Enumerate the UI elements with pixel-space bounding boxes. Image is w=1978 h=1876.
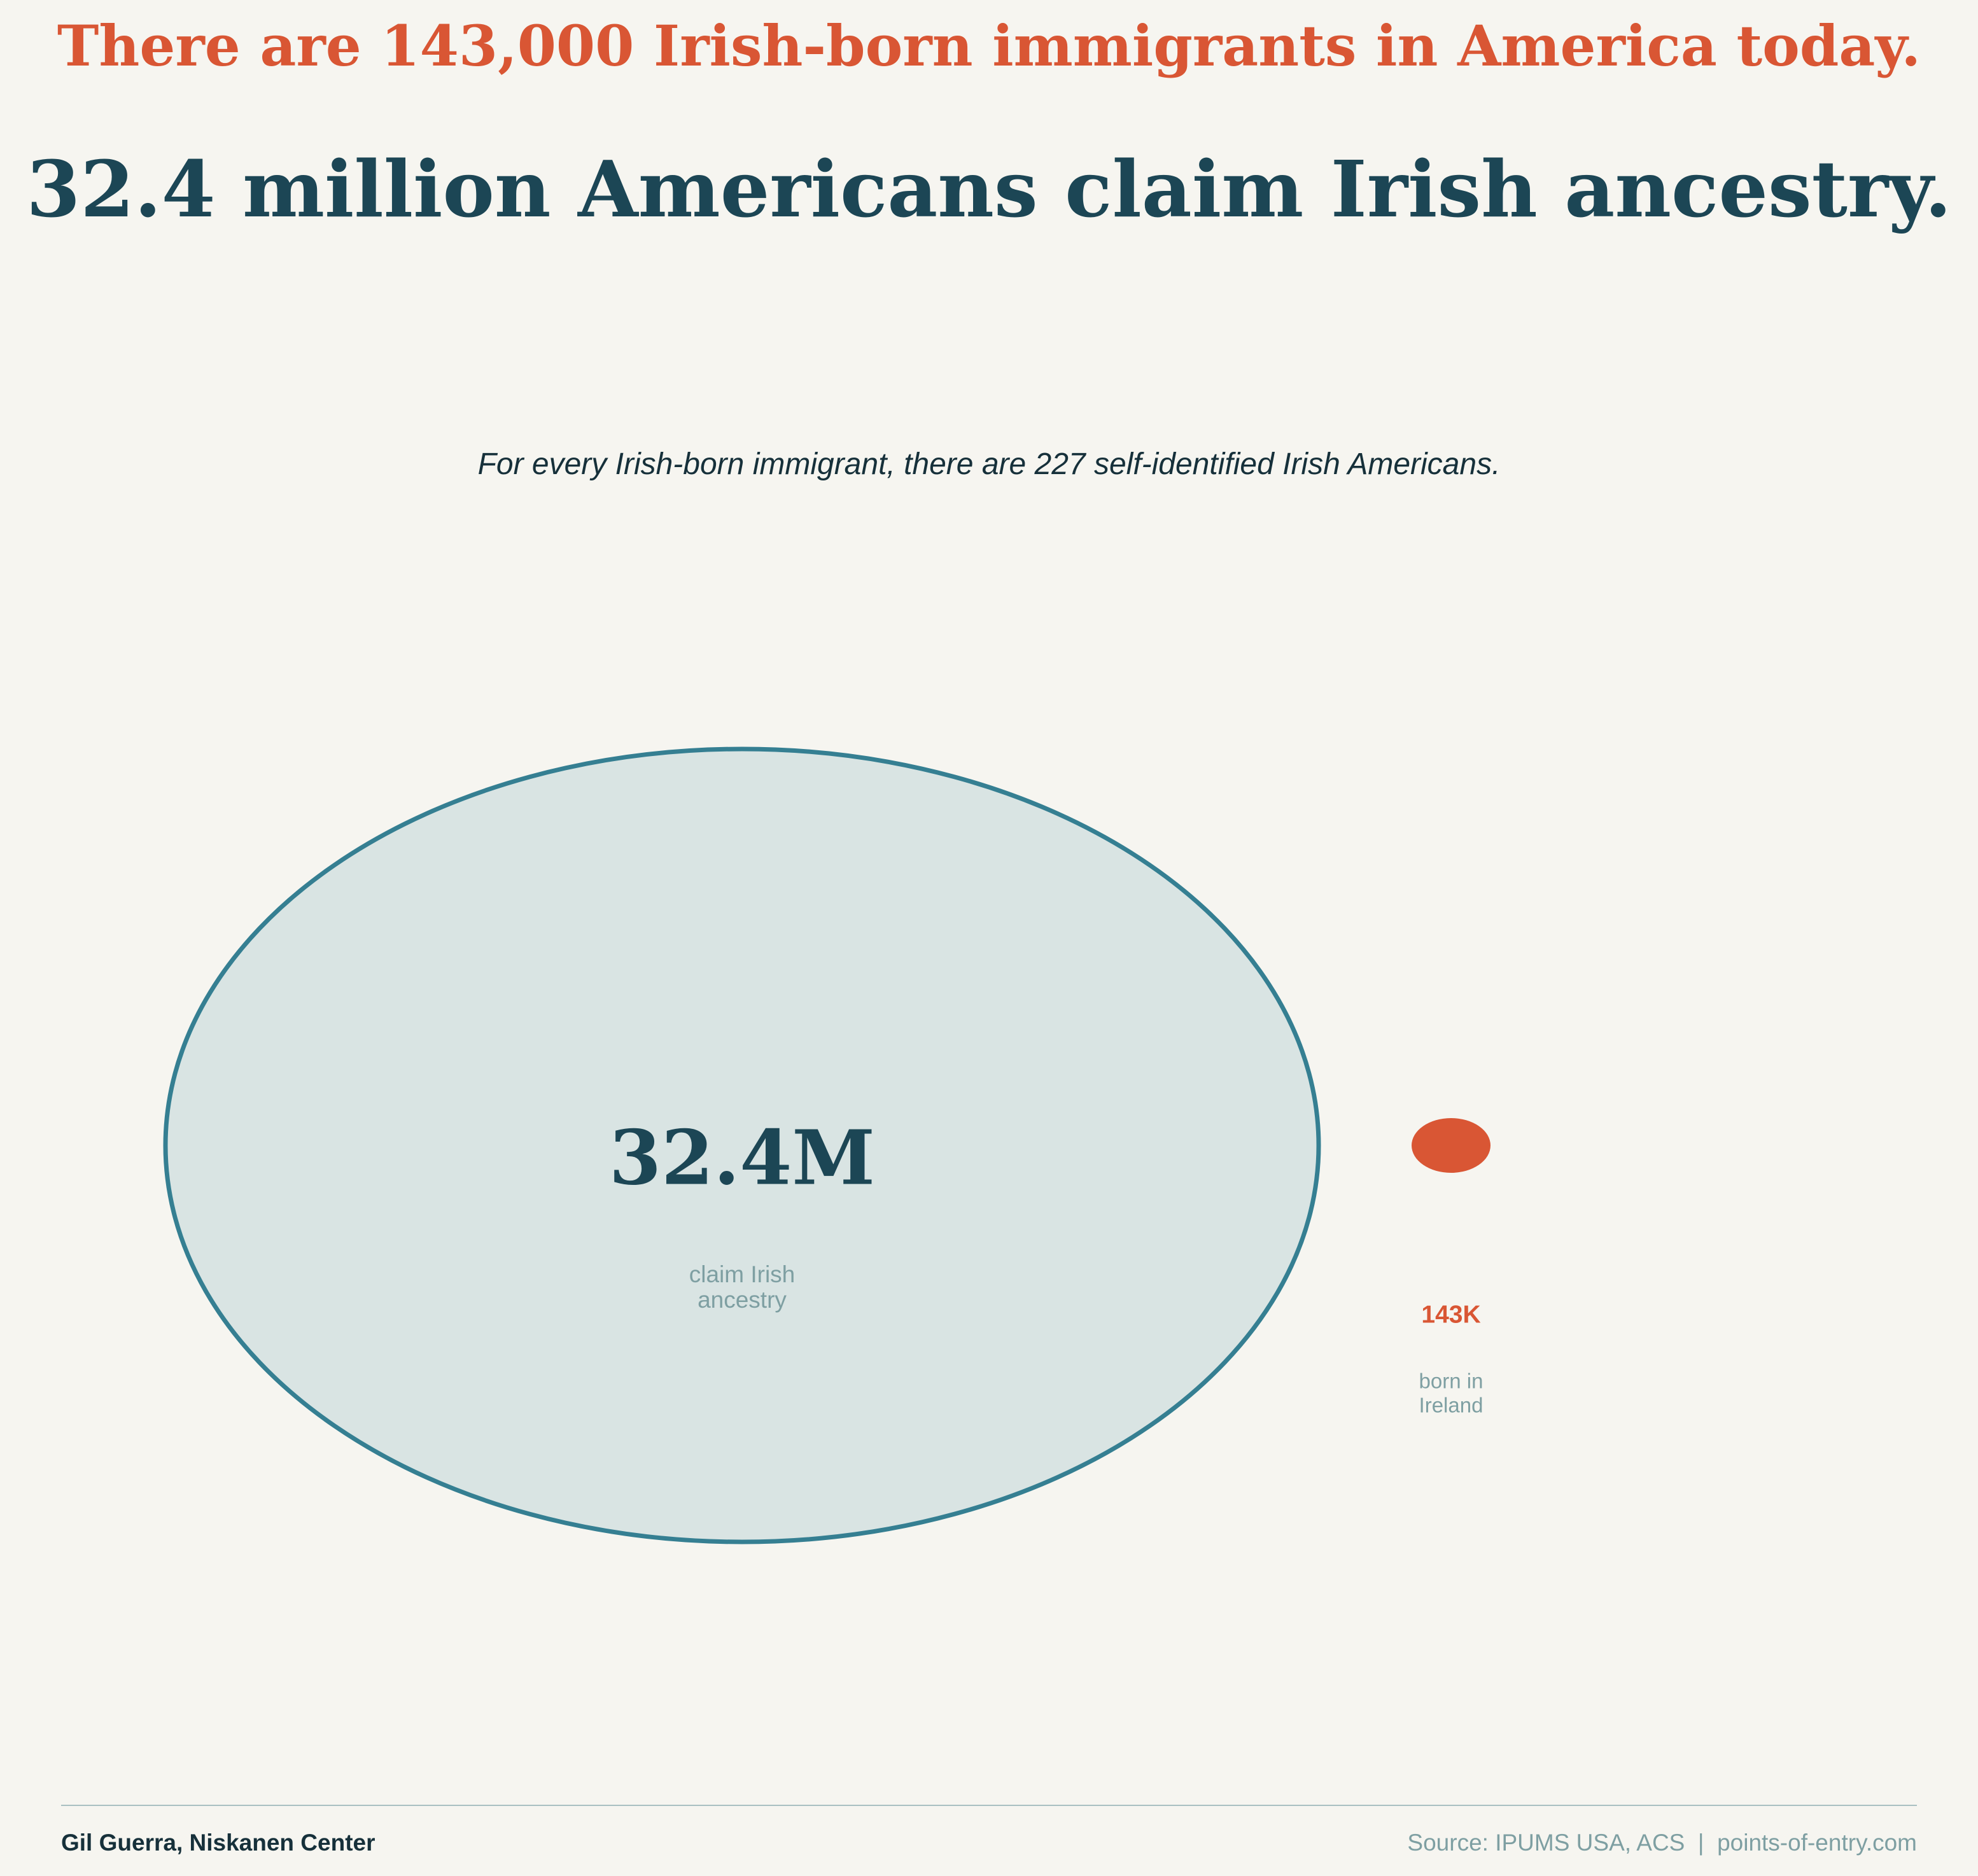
bubble-ancestry-caption-line-2: ancestry — [698, 1287, 787, 1313]
headline-top: There are 143,000 Irish-born immigrants … — [57, 13, 1921, 79]
bubble-born-in-ireland — [1412, 1118, 1491, 1173]
bubble-born-in-ireland-caption-line-1: born in — [1419, 1369, 1484, 1393]
bubble-born-in-ireland-caption-line-2: Ireland — [1419, 1394, 1484, 1417]
chart-subtitle: For every Irish-born immigrant, there ar… — [477, 447, 1501, 481]
footer-source: Source: IPUMS USA, ACS | points-of-entry… — [1407, 1830, 1917, 1856]
headline-main: 32.4 million Americans claim Irish ances… — [26, 143, 1952, 235]
footer-divider — [61, 1805, 1917, 1806]
bubble-ancestry — [163, 746, 1321, 1544]
footer-credit: Gil Guerra, Niskanen Center — [61, 1830, 375, 1856]
bubble-ancestry-value-label: 32.4M — [609, 1114, 875, 1202]
bubble-born-in-ireland-value-label: 143K — [1421, 1301, 1480, 1328]
bubble-ancestry-caption-line-1: claim Irish — [689, 1261, 796, 1287]
